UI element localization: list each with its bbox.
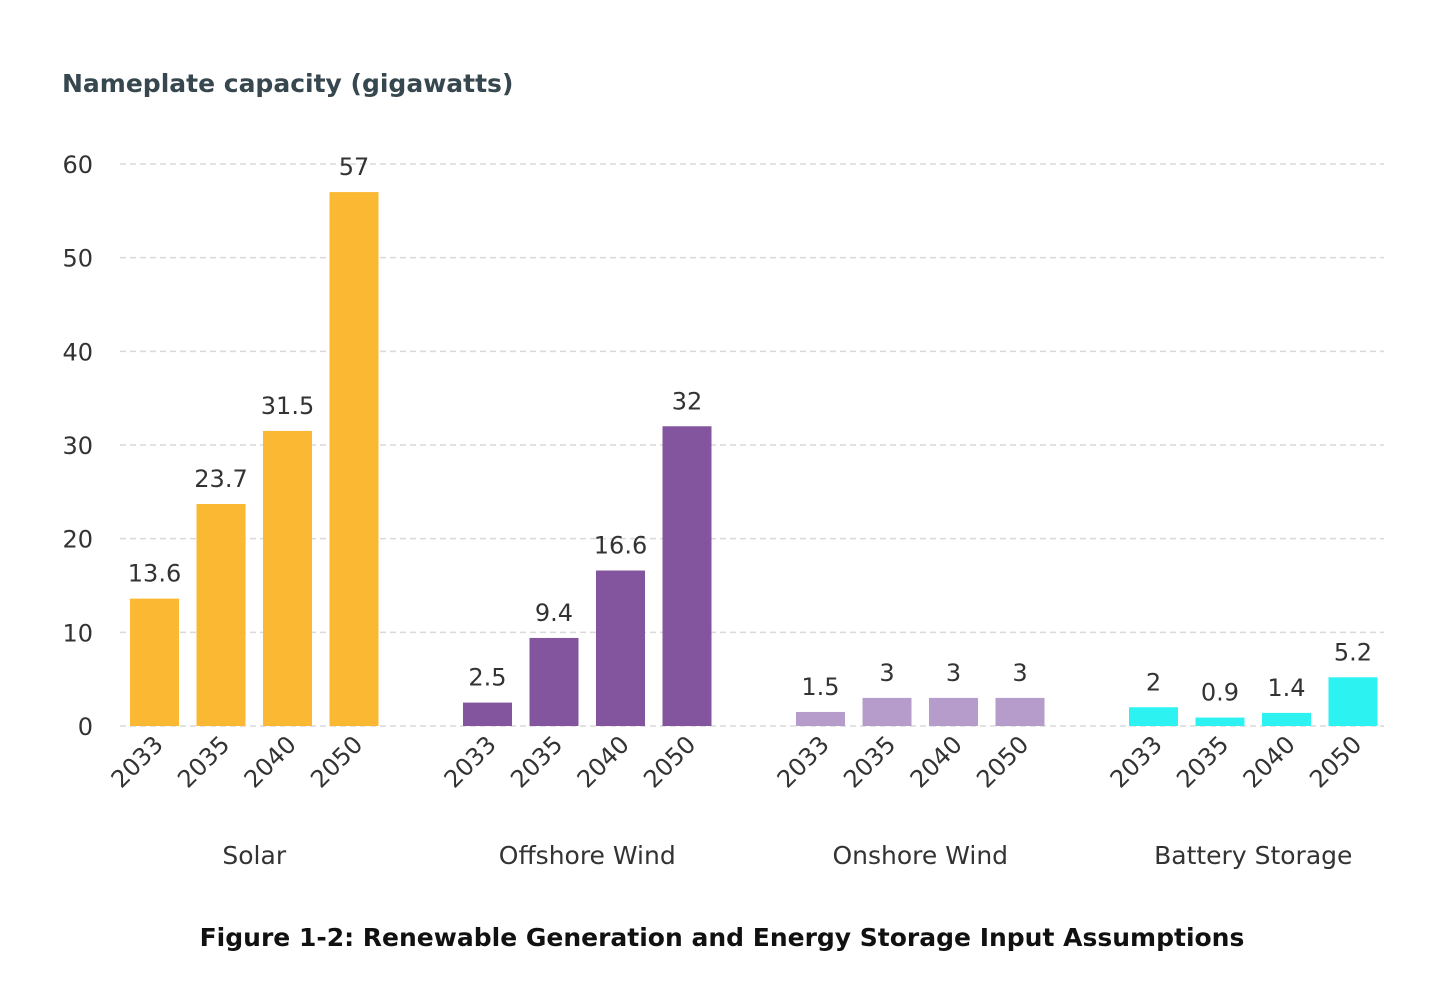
x-tick-label: 2035 [1171, 730, 1234, 793]
y-tick-label: 20 [62, 526, 93, 554]
x-tick-label: 2033 [106, 730, 169, 793]
y-tick-label: 30 [62, 432, 93, 460]
data-label: 2.5 [468, 664, 506, 692]
group-label: Onshore Wind [832, 841, 1008, 870]
x-tick-label: 2035 [838, 730, 901, 793]
bar-solar-2033 [130, 598, 179, 726]
bar-onshore-wind-2040 [929, 697, 978, 726]
data-label: 16.6 [594, 532, 647, 560]
bar-offshore-wind-2033 [463, 702, 512, 726]
x-tick-label: 2040 [1238, 730, 1301, 793]
y-tick-label: 0 [78, 713, 93, 741]
data-label: 57 [339, 153, 370, 181]
y-axis-ticks: 0 10 20 30 40 50 60 [62, 151, 93, 741]
bar-onshore-wind-2033 [796, 711, 845, 726]
bar-battery-storage-2033 [1129, 707, 1178, 726]
y-axis-title: Nameplate capacity (gigawatts) [62, 69, 513, 98]
bar-battery-storage-2050 [1328, 677, 1378, 726]
x-tick-label: 2033 [439, 730, 502, 793]
data-label: 23.7 [194, 465, 247, 493]
data-label: 1.4 [1267, 674, 1305, 702]
bar-onshore-wind-2035 [862, 697, 912, 726]
bar-offshore-wind-2050 [662, 426, 712, 726]
data-label: 5.2 [1334, 638, 1372, 666]
x-tick-label: 2033 [772, 730, 835, 793]
x-tick-label: 2050 [638, 730, 701, 793]
data-label: 9.4 [535, 599, 573, 627]
data-label: 1.5 [801, 673, 839, 701]
x-tick-label: 2040 [572, 730, 635, 793]
bar-offshore-wind-2035 [529, 637, 579, 726]
x-axis-ticks: 2033 2035 2040 2050 2033 2035 2040 2050 2033 2035… [106, 730, 1367, 793]
y-tick-label: 40 [62, 338, 93, 366]
group-label: Solar [222, 841, 286, 870]
data-label: 0.9 [1201, 679, 1239, 707]
bar-solar-2050 [329, 192, 379, 727]
x-tick-label: 2050 [971, 730, 1034, 793]
y-tick-label: 60 [62, 151, 93, 179]
y-tick-label: 10 [62, 619, 93, 647]
y-tick-label: 50 [62, 245, 93, 273]
bar-solar-2040 [263, 430, 312, 726]
data-label: 31.5 [261, 392, 314, 420]
bar-solar-2035 [196, 504, 246, 726]
x-tick-label: 2035 [172, 730, 235, 793]
x-tick-label: 2035 [505, 730, 568, 793]
data-label: 3 [1012, 659, 1027, 687]
data-label: 2 [1146, 668, 1161, 696]
group-label: Battery Storage [1154, 841, 1352, 870]
x-tick-label: 2033 [1105, 730, 1168, 793]
figure-caption: Figure 1-2: Renewable Generation and Ene… [200, 923, 1245, 952]
group-labels: Solar Offshore Wind Onshore Wind Battery St… [222, 841, 1352, 870]
data-label: 3 [879, 659, 894, 687]
data-label: 13.6 [128, 560, 181, 588]
bar-offshore-wind-2040 [596, 570, 645, 726]
x-tick-label: 2050 [305, 730, 368, 793]
data-label: 3 [946, 659, 961, 687]
group-label: Offshore Wind [499, 841, 676, 870]
bar-battery-storage-2035 [1195, 717, 1245, 726]
x-tick-label: 2040 [905, 730, 968, 793]
x-tick-label: 2050 [1304, 730, 1367, 793]
bar-onshore-wind-2050 [995, 697, 1045, 726]
data-label: 32 [672, 387, 703, 415]
bar-battery-storage-2040 [1262, 712, 1311, 726]
x-tick-label: 2040 [239, 730, 302, 793]
bars [130, 192, 1378, 727]
